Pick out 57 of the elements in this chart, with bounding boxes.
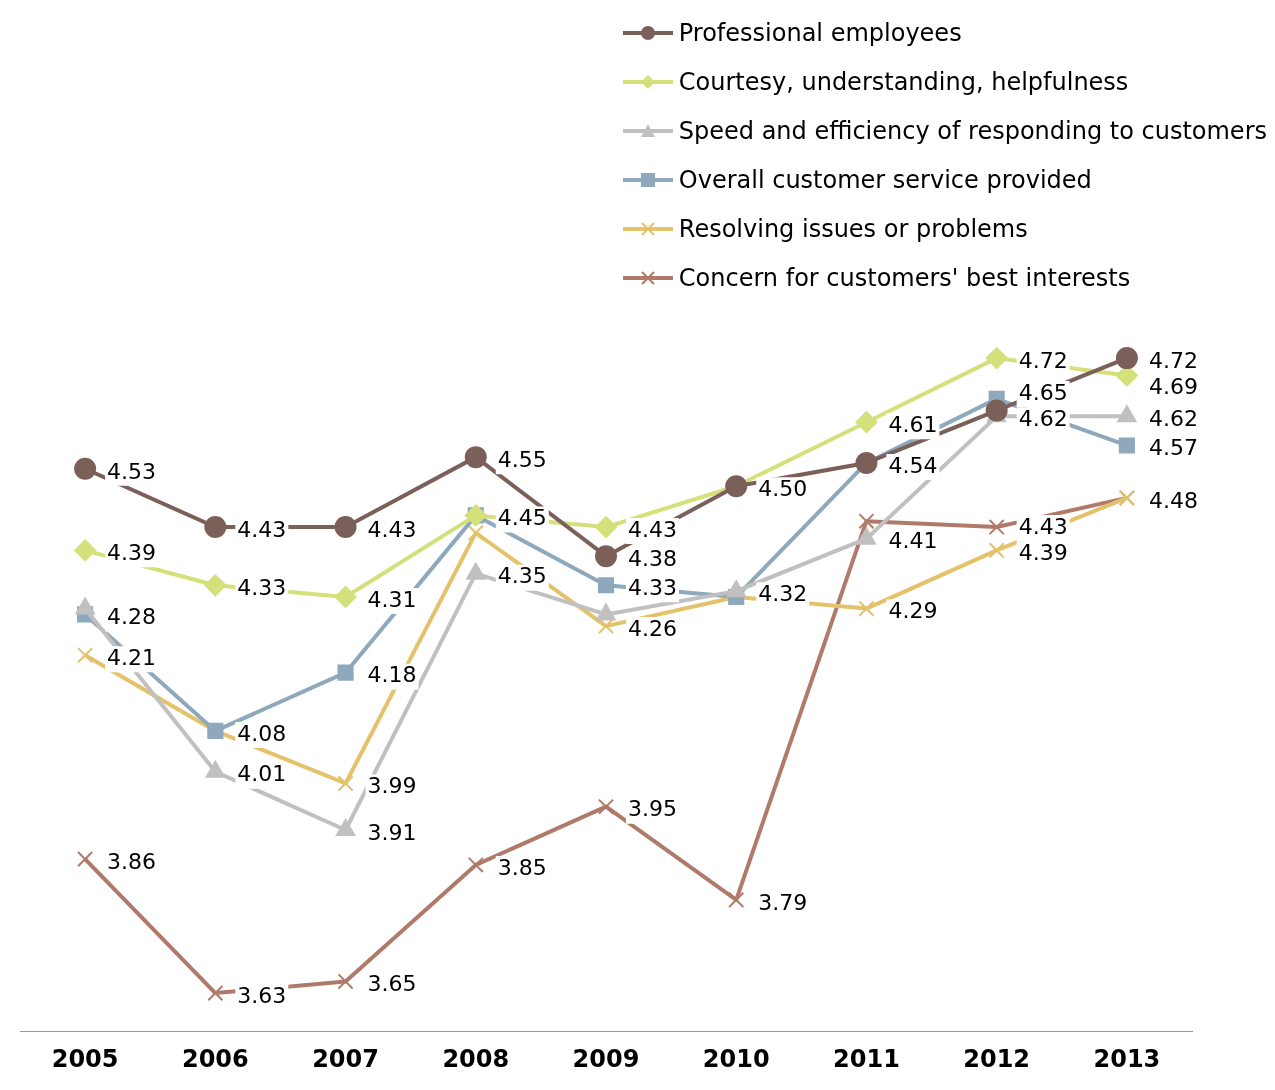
data-label: 4.29 xyxy=(888,598,938,624)
x-tick-label: 2006 xyxy=(181,1044,249,1073)
legend-label: Courtesy, understanding, helpfulness xyxy=(678,67,1129,96)
data-label: 4.69 xyxy=(1148,374,1198,400)
data-label: 4.01 xyxy=(237,761,287,787)
data-label: 3.91 xyxy=(367,819,417,845)
data-label: 3.65 xyxy=(367,971,417,997)
data-label: 4.55 xyxy=(497,446,547,472)
x-tick-label: 2005 xyxy=(51,1044,119,1073)
x-tick-label: 2012 xyxy=(963,1044,1031,1073)
data-label: 4.62 xyxy=(1148,406,1198,432)
data-label: 4.43 xyxy=(1018,513,1068,539)
legend-label: Professional employees xyxy=(678,18,962,47)
data-label: 4.38 xyxy=(628,545,677,571)
data-label: 4.33 xyxy=(628,575,677,601)
data-label: 4.35 xyxy=(497,563,547,589)
data-label: 4.54 xyxy=(888,452,938,478)
data-label: 4.62 xyxy=(1018,406,1068,432)
x-tick-label: 2009 xyxy=(572,1044,640,1073)
data-label: 4.18 xyxy=(367,662,417,688)
x-tick-label: 2010 xyxy=(702,1044,770,1073)
data-label: 4.39 xyxy=(107,540,157,566)
x-tick-label: 2007 xyxy=(312,1044,379,1073)
data-label: 4.31 xyxy=(367,586,417,612)
data-label: 3.95 xyxy=(628,796,677,822)
data-label: 4.28 xyxy=(107,604,157,630)
data-label: 4.72 xyxy=(1148,347,1198,373)
data-label: 4.43 xyxy=(237,516,287,542)
x-tick-label: 2008 xyxy=(442,1044,510,1073)
legend-label: Resolving issues or problems xyxy=(678,214,1028,243)
legend-label: Speed and efficiency of responding to customers xyxy=(678,116,1267,145)
x-tick-label: 2013 xyxy=(1093,1044,1161,1073)
data-label: 4.65 xyxy=(1018,379,1068,405)
data-label: 4.43 xyxy=(628,516,677,542)
data-label: 4.08 xyxy=(237,720,287,746)
data-label: 4.61 xyxy=(888,411,938,437)
data-label: 4.57 xyxy=(1148,435,1198,461)
data-label: 4.26 xyxy=(628,615,677,641)
data-label: 4.45 xyxy=(497,505,547,531)
data-label: 3.85 xyxy=(497,854,547,880)
data-label: 3.86 xyxy=(107,848,157,874)
legend-label: Overall customer service provided xyxy=(678,165,1092,194)
data-label: 4.21 xyxy=(107,644,157,670)
data-label: 4.33 xyxy=(237,575,287,601)
data-label: 4.43 xyxy=(367,516,417,542)
legend-label: Concern for customers' best interests xyxy=(678,263,1131,292)
data-label: 4.41 xyxy=(888,528,938,554)
data-label: 4.72 xyxy=(1018,347,1068,373)
data-label: 3.63 xyxy=(237,982,287,1008)
data-label: 3.99 xyxy=(367,773,417,799)
data-label: 4.39 xyxy=(1018,540,1068,566)
x-tick-label: 2011 xyxy=(833,1044,900,1073)
data-label: 4.32 xyxy=(758,580,808,606)
data-label: 4.53 xyxy=(107,458,157,484)
data-label: 4.50 xyxy=(758,475,808,501)
data-label: 4.48 xyxy=(1148,487,1198,513)
data-label: 3.79 xyxy=(758,889,808,915)
